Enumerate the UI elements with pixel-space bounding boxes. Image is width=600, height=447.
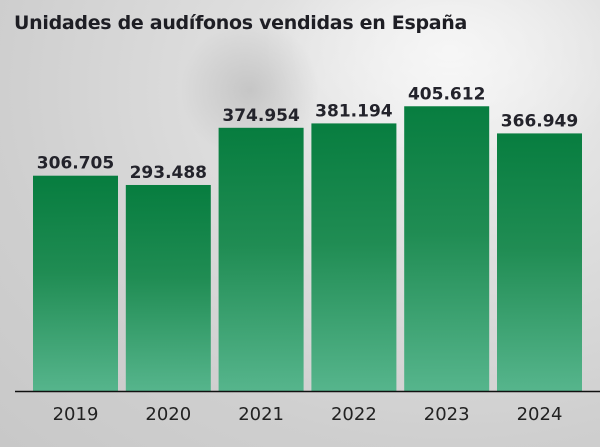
chart-title: Unidades de audífonos vendidas en España	[14, 12, 468, 34]
data-label-2024: 366.949	[501, 111, 578, 131]
x-tick-label-2021: 2021	[238, 404, 284, 425]
x-tick-label-2024: 2024	[517, 404, 563, 425]
x-tick-label-2023: 2023	[424, 404, 470, 425]
x-tick-label-2019: 2019	[53, 404, 99, 425]
bar-2023	[404, 106, 490, 391]
data-label-2022: 381.194	[315, 101, 393, 121]
bar-2020	[125, 184, 211, 391]
bar-2022	[311, 123, 397, 392]
data-label-2019: 306.705	[37, 154, 114, 174]
bar-2024	[497, 133, 582, 392]
data-label-2020: 293.488	[130, 163, 207, 183]
bar-2021	[218, 127, 304, 391]
x-tick-label-2020: 2020	[145, 404, 191, 425]
x-tick-label-2022: 2022	[331, 404, 377, 425]
data-label-2021: 374.954	[222, 106, 300, 126]
data-label-2023: 405.612	[408, 84, 485, 104]
bar-2019	[33, 175, 118, 391]
